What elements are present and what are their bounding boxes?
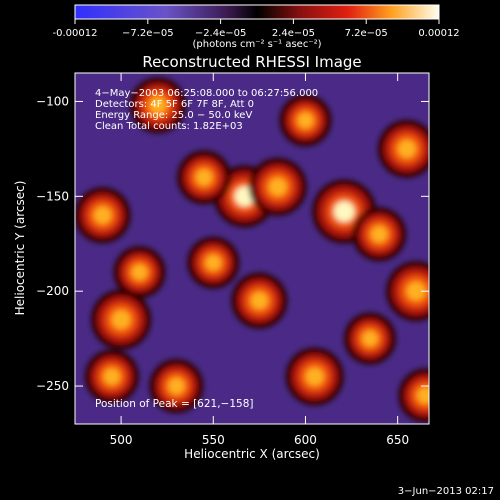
y-tick-label: −100 [36, 94, 69, 108]
chart-title: Reconstructed RHESSI Image [142, 53, 361, 71]
x-axis: 500 550 600 650 [110, 73, 409, 447]
source-peak [362, 330, 378, 347]
colorbar-tick-label: 0.00012 [418, 28, 459, 39]
source-peak [370, 225, 388, 243]
x-tick-label: 600 [294, 433, 317, 447]
x-tick-label: 500 [110, 433, 133, 447]
y-tick-label: −150 [36, 189, 69, 203]
annotation-line: Detectors: 4F 5F 6F 7F 8F, Att 0 [95, 99, 254, 110]
colorbar-unit-label: (photons cm⁻² s⁻¹ asec⁻²) [192, 39, 321, 50]
source-peak [397, 139, 417, 159]
footer-date: 3−Jun−2013 02:17 [398, 486, 494, 497]
y-axis-label: Heliocentric Y (arcsec) [13, 181, 27, 316]
source-peak [250, 291, 269, 310]
colorbar-tick-label: -0.00012 [53, 28, 98, 39]
peak-position-label: Position of Peak = [621,−158] [95, 398, 254, 410]
colorbar-ticks: -0.00012 −7.2e−05 −2.4e−05 2.4e−05 7.2e−05 0.… [53, 19, 460, 39]
colorbar-tick-label: −2.4e−05 [195, 28, 247, 39]
source-peak [333, 201, 355, 222]
x-tick-label: 550 [202, 433, 225, 447]
annotation-line: 4−May−2003 06:25:08.000 to 06:27:56.000 [95, 88, 318, 99]
source-peak [416, 387, 429, 404]
source-peak [131, 264, 148, 281]
source-peak [93, 206, 112, 225]
source-peak [205, 254, 222, 271]
source-peak [297, 112, 314, 129]
y-tick-label: −250 [36, 379, 69, 393]
colorbar-tick-label: 2.4e−05 [272, 28, 315, 39]
y-tick-label: −200 [36, 284, 69, 298]
y-axis: −100 −150 −200 −250 [36, 94, 429, 393]
x-axis-label: Heliocentric X (arcsec) [184, 447, 320, 461]
image-map [75, 73, 429, 424]
annotation-line: Clean Total counts: 1.82E+03 [95, 121, 243, 132]
source-peak [111, 310, 131, 330]
annotation-line: Energy Range: 25.0 − 50.0 keV [95, 110, 252, 121]
annotations: 4−May−2003 06:25:08.000 to 06:27:56.000D… [95, 88, 318, 132]
source-peak [103, 368, 121, 385]
colorbar-tick-label: 7.2e−05 [345, 28, 388, 39]
source-peak [195, 168, 213, 186]
plot-frame [74, 72, 430, 425]
colorbar-tick-label: −7.2e−05 [122, 28, 174, 39]
source-peak [168, 377, 185, 395]
source-peak [406, 281, 426, 301]
source-peak [268, 177, 288, 197]
source-peak [305, 367, 324, 386]
source-peak [149, 96, 167, 115]
colorbar [74, 4, 440, 20]
x-tick-label: 650 [386, 433, 409, 447]
